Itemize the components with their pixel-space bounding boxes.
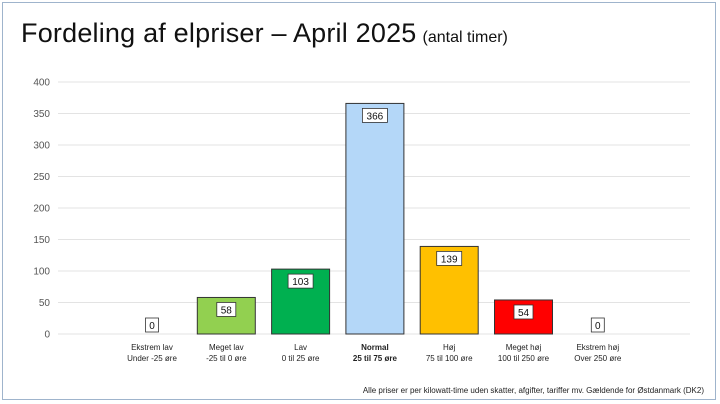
data-label-box <box>145 317 159 333</box>
data-label: 139 <box>441 254 458 265</box>
category-label: Normal <box>361 343 389 352</box>
y-tick-label: 400 <box>33 78 50 89</box>
category-range-label: Over 250 øre <box>574 354 622 363</box>
data-label: 58 <box>221 305 233 316</box>
data-label: 103 <box>292 277 309 288</box>
y-tick-label: 300 <box>33 141 50 152</box>
category-range-label: -25 til 0 øre <box>206 354 247 363</box>
data-label-box <box>513 304 534 320</box>
chart-title: Fordeling af elpriser – April 2025 <box>21 18 417 48</box>
y-tick-label: 100 <box>33 267 50 278</box>
data-label-box <box>216 302 237 317</box>
bar <box>345 102 405 335</box>
category-label: Ekstrem høj <box>576 343 619 352</box>
data-label: 366 <box>367 111 384 122</box>
category-label: Høj <box>443 343 456 352</box>
y-tick-label: 250 <box>33 172 50 183</box>
category-label: Meget høj <box>506 343 542 352</box>
data-label-box <box>590 317 605 333</box>
chart-title-block: Fordeling af elpriser – April 2025 (antal… <box>21 18 508 49</box>
category-range-label: 100 til 250 øre <box>498 354 550 363</box>
data-label: 0 <box>149 321 155 332</box>
y-tick-label: 200 <box>33 204 50 215</box>
y-tick-label: 50 <box>39 298 51 309</box>
data-label: 0 <box>595 321 601 332</box>
category-range-label: 25 til 75 øre <box>353 354 398 363</box>
data-label-box <box>287 273 314 289</box>
chart-subtitle: (antal timer) <box>422 29 508 46</box>
category-range-label: 75 til 100 øre <box>426 354 473 363</box>
y-tick-label: 0 <box>44 330 50 341</box>
y-tick-label: 350 <box>33 109 50 120</box>
data-label-box <box>436 251 463 266</box>
y-tick-label: 150 <box>33 235 50 246</box>
footnote: Alle priser er per kilowatt-time uden sk… <box>362 386 704 395</box>
category-label: Meget lav <box>209 343 244 352</box>
bar <box>196 296 256 335</box>
category-label: Ekstrem lav <box>131 343 173 352</box>
data-label: 54 <box>518 308 530 319</box>
data-label-box <box>361 108 388 123</box>
category-range-label: 0 til 25 øre <box>282 354 320 363</box>
category-range-label: Under -25 øre <box>127 354 177 363</box>
category-label: Lav <box>294 343 307 352</box>
